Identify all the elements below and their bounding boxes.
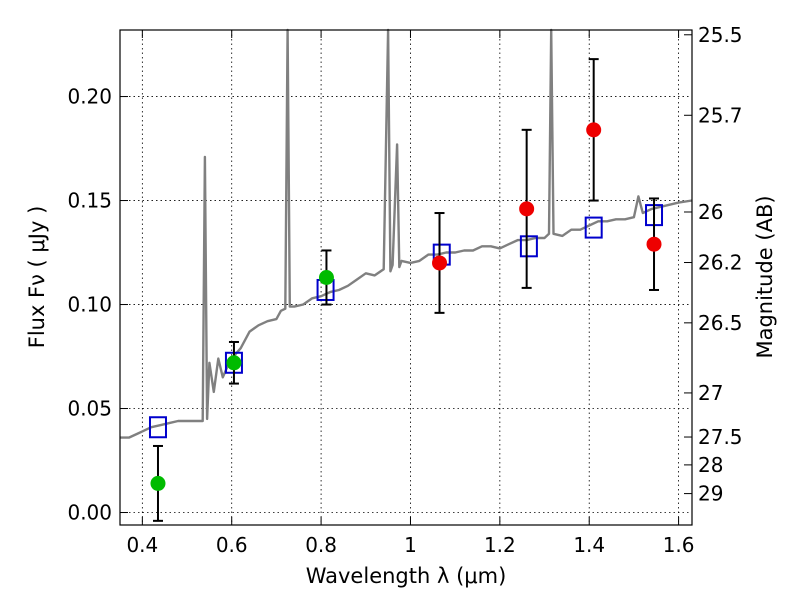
x-tick-label: 1 — [404, 533, 417, 557]
y-tick-label: 0.10 — [67, 293, 112, 317]
plot-frame — [119, 29, 693, 526]
y-tick-label: 0.15 — [67, 189, 112, 213]
marker-layer — [148, 58, 664, 522]
mag-tick-label: 26.5 — [698, 311, 743, 335]
y-tick-label: 0.00 — [67, 501, 112, 525]
y-axis-right-label: Magnitude (AB) — [753, 195, 777, 358]
x-tick-label: 0.8 — [305, 533, 337, 557]
optical-data-point — [150, 475, 166, 491]
mag-tick-label: 25.7 — [698, 103, 743, 127]
x-tick-label: 1.4 — [573, 533, 605, 557]
mag-tick-label: 29 — [698, 482, 723, 506]
optical-data-point — [226, 355, 242, 371]
mag-tick-label: 25.5 — [698, 23, 743, 47]
tick-layer — [120, 30, 692, 525]
mag-tick-label: 26.2 — [698, 251, 743, 275]
y-tick-label: 0.20 — [67, 85, 112, 109]
tick-label-layer: 0.4 0.6 0.8 1 1.2 1.4 1.6 0.00 0.05 0.10 0.15 0.20 2… — [67, 23, 742, 557]
nir-data-point — [586, 122, 602, 138]
nir-data-point — [646, 236, 662, 252]
mag-tick-label: 28 — [698, 453, 723, 477]
x-tick-label: 1.2 — [484, 533, 516, 557]
x-tick-label: 1.6 — [663, 533, 695, 557]
mag-tick-label: 27.5 — [698, 425, 743, 449]
y-axis-label: Flux Fν ( μJy ) — [25, 206, 49, 349]
model-photometry-square — [519, 235, 538, 258]
nir-data-point — [519, 201, 535, 217]
mag-tick-label: 27 — [698, 381, 723, 405]
grid-lines — [120, 30, 692, 525]
x-tick-label: 0.6 — [216, 533, 248, 557]
mag-tick-label: 26 — [698, 200, 723, 224]
optical-data-point — [318, 270, 334, 285]
nir-data-point — [432, 255, 448, 271]
model-photometry-square — [584, 216, 603, 239]
y-tick-label: 0.05 — [67, 397, 112, 421]
model-photometry-square — [148, 416, 167, 439]
x-axis-label: Wavelength λ (μm) — [306, 564, 507, 588]
x-tick-label: 0.4 — [126, 533, 158, 557]
